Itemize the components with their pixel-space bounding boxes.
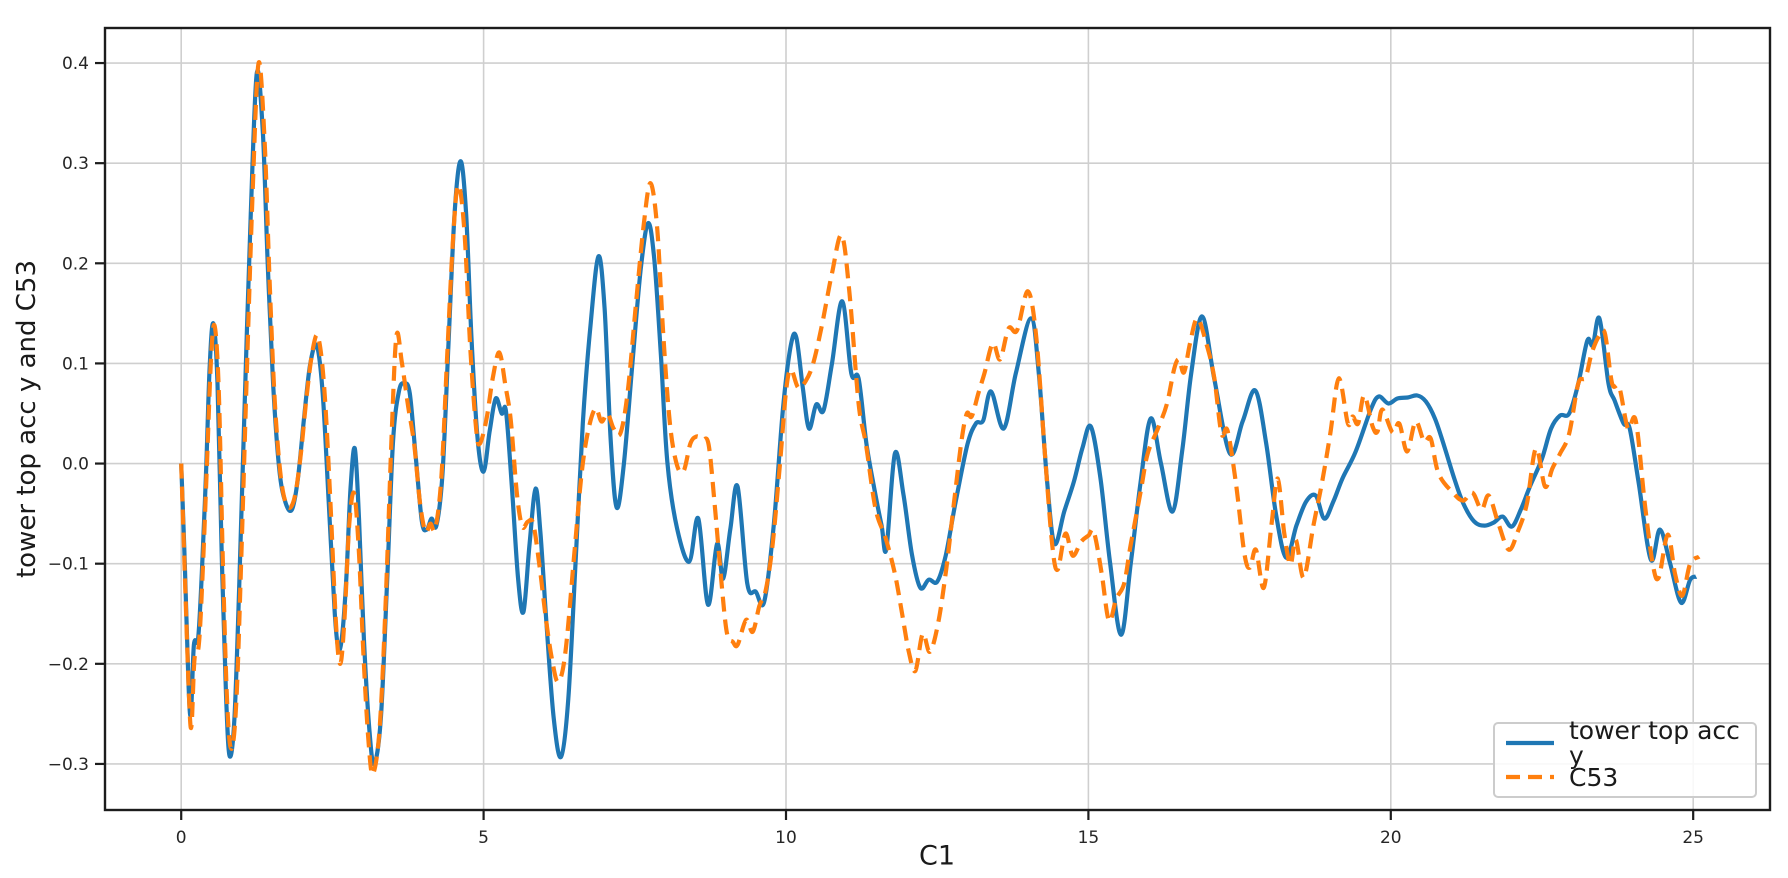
- legend-item-tower-top-acc-y: tower top acc y: [1505, 718, 1745, 768]
- x-tick-label: 25: [1682, 828, 1704, 848]
- x-tick-label: 5: [478, 828, 489, 848]
- x-tick-label: 15: [1078, 828, 1100, 848]
- x-axis-label: C1: [918, 840, 956, 872]
- y-tick-label: 0.4: [62, 54, 89, 74]
- legend-line-solid-icon: [1506, 740, 1554, 746]
- y-tick-label: 0.2: [62, 254, 89, 274]
- legend-line-dashed-icon: [1506, 774, 1554, 780]
- legend-item-c53: C53: [1505, 760, 1745, 794]
- y-axis-label: tower top acc y and C53: [12, 259, 42, 579]
- x-tick-label: 20: [1380, 828, 1402, 848]
- y-tick-label: 0.1: [62, 354, 89, 374]
- legend-label: tower top acc y: [1569, 716, 1740, 770]
- x-tick-label: 10: [775, 828, 797, 848]
- series-line-c53: [179, 60, 1701, 777]
- legend-label: C53: [1569, 762, 1619, 792]
- y-tick-label: −0.1: [48, 555, 89, 575]
- y-tick-label: 0.0: [62, 455, 89, 475]
- y-tick-label: 0.3: [62, 154, 89, 174]
- y-tick-label: −0.3: [48, 755, 89, 775]
- series-line-tower-top-acc-y: [179, 68, 1698, 767]
- x-tick-label: 0: [176, 828, 187, 848]
- y-tick-label: −0.2: [48, 655, 89, 675]
- legend: tower top acc y C53: [1493, 718, 1757, 798]
- plot-border: [103, 26, 1772, 812]
